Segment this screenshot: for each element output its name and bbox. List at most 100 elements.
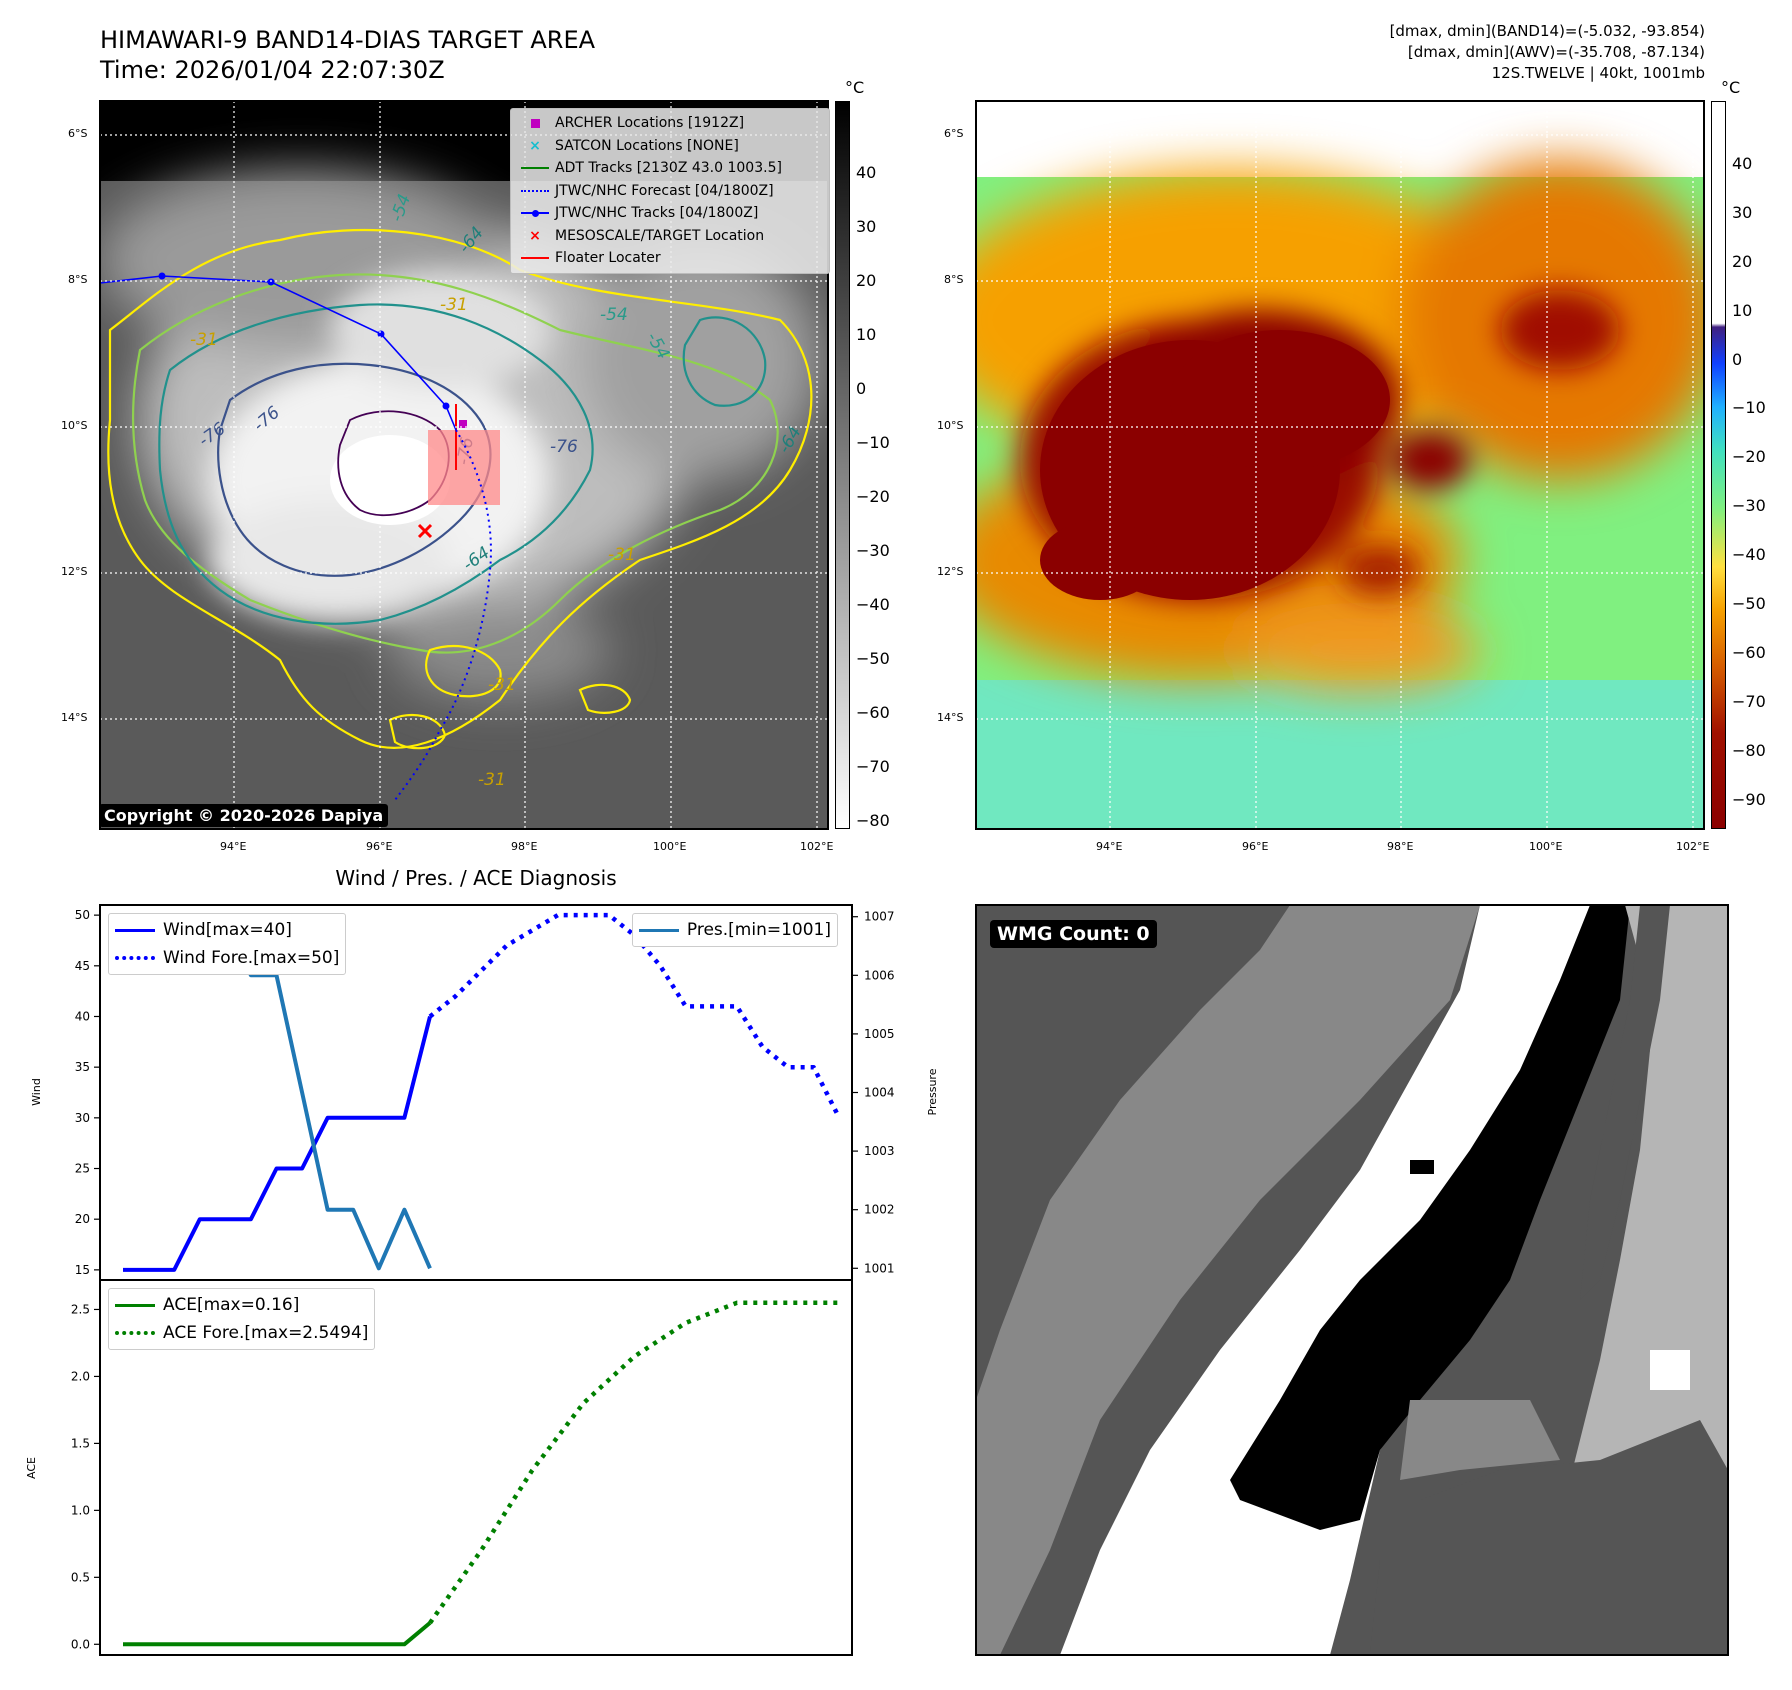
- colorbar-tick: −50: [856, 649, 890, 668]
- map-legend: ARCHER Locations [1912Z] × SATCON Locati…: [510, 108, 830, 274]
- series-line-ace: [123, 1621, 432, 1647]
- legend-wind-forecast: Wind Fore.[max=50]: [115, 944, 339, 972]
- colorbar-tick: −60: [856, 703, 890, 722]
- wind-legend: Wind[max=40] Wind Fore.[max=50]: [108, 913, 347, 975]
- lat-label: 10°S: [937, 419, 964, 432]
- lon-label: 94°E: [220, 840, 247, 853]
- ace-legend: ACE[max=0.16] ACE Fore.[max=2.5494]: [108, 1288, 376, 1350]
- colorbar-tick: 20: [1732, 251, 1753, 271]
- line-icon: [638, 928, 679, 932]
- lat-label: 14°S: [937, 711, 964, 724]
- x-marker-icon: ×: [529, 137, 541, 154]
- y-tick-label: 0.5: [71, 1570, 90, 1584]
- series-line-ace-fore: [428, 1300, 840, 1625]
- lon-label: 98°E: [1387, 840, 1414, 853]
- y-tick-label: 20: [75, 1212, 90, 1226]
- wind-axis-label: Wind: [30, 1078, 43, 1106]
- colorbar-tick: 0: [856, 379, 867, 398]
- contour-label: -64: [455, 223, 488, 257]
- y2-tick-label: 1001: [864, 1261, 895, 1275]
- colorbar-tick: −30: [1732, 496, 1766, 516]
- line-icon: [115, 1303, 155, 1307]
- colorbar-tick: −40: [856, 595, 890, 614]
- contour-label: -54: [387, 192, 415, 225]
- lon-label: 102°E: [1676, 840, 1710, 853]
- contour-label: -64: [459, 543, 493, 575]
- colorbar-tick: −70: [856, 757, 890, 776]
- colorbar-tick: 20: [856, 271, 877, 290]
- legend-adt: ADT Tracks [2130Z 43.0 1003.5]: [515, 157, 825, 180]
- lat-label: 12°S: [937, 565, 964, 578]
- colorbar-unit: °C: [845, 78, 865, 97]
- y-tick-label: 2.5: [71, 1302, 90, 1316]
- y2-tick-label: 1003: [864, 1144, 895, 1158]
- contour-label: -54: [600, 305, 628, 325]
- figure-title: HIMAWARI-9 BAND14-DIAS TARGET AREA: [100, 26, 596, 54]
- lat-label: 12°S: [61, 565, 88, 578]
- colorbar-tick: 10: [1732, 300, 1753, 320]
- figure-time: Time: 2026/01/04 22:07:30Z: [100, 56, 445, 84]
- y2-tick-label: 1005: [864, 1027, 895, 1041]
- colorbar-tick: −40: [1732, 545, 1766, 565]
- legend-floater: Floater Locater: [515, 247, 825, 270]
- lon-label: 100°E: [1529, 840, 1563, 853]
- legend-archer: ARCHER Locations [1912Z]: [515, 112, 825, 135]
- colorbar-tick: 30: [1732, 202, 1753, 222]
- colorbar-unit: °C: [1721, 78, 1741, 97]
- series-line-wind: [123, 1016, 432, 1272]
- lon-label: 96°E: [366, 840, 393, 853]
- colorbar-tick: 40: [856, 163, 877, 182]
- y-tick-label: 40: [75, 1009, 90, 1023]
- legend-jtwc-tracks: JTWC/NHC Tracks [04/1800Z]: [515, 202, 825, 225]
- y2-tick-label: 1006: [864, 968, 895, 982]
- lon-label: 98°E: [511, 840, 538, 853]
- y-tick-label: 1.0: [71, 1503, 90, 1517]
- colorbar-tick: −20: [856, 487, 890, 506]
- color-colorbar: [1711, 101, 1726, 829]
- y-tick-label: 35: [75, 1060, 90, 1074]
- contour-label: -31: [190, 330, 218, 350]
- legend-label: Pres.[min=1001]: [686, 920, 831, 940]
- y2-tick-label: 1007: [864, 910, 895, 924]
- line-icon: [115, 928, 155, 932]
- y-tick-label: 1.5: [71, 1436, 90, 1450]
- lon-label: 102°E: [800, 840, 834, 853]
- legend-label: Wind Fore.[max=50]: [163, 948, 340, 968]
- lat-label: 8°S: [944, 273, 964, 286]
- lat-label: 10°S: [61, 419, 88, 432]
- colorbar-tick: −30: [856, 541, 890, 560]
- legend-ace: ACE[max=0.16]: [115, 1291, 368, 1319]
- stats-awv: [dmax, dmin](AWV)=(-35.708, -87.134): [1407, 43, 1705, 61]
- y-tick-label: 45: [75, 959, 90, 973]
- stats-band14: [dmax, dmin](BAND14)=(-5.032, -93.854): [1389, 22, 1705, 40]
- gray-colorbar: [835, 101, 850, 829]
- y-tick-label: 50: [75, 908, 90, 922]
- colorbar-tick: 0: [1732, 349, 1743, 369]
- lat-label: 6°S: [68, 127, 88, 140]
- y-tick-label: 30: [75, 1111, 90, 1125]
- legend-label: JTWC/NHC Forecast [04/1800Z]: [555, 182, 774, 199]
- pressure-legend: Pres.[min=1001]: [631, 913, 838, 947]
- legend-label: ACE[max=0.16]: [163, 1295, 300, 1315]
- lon-label: 100°E: [653, 840, 687, 853]
- legend-label: ARCHER Locations [1912Z]: [555, 115, 745, 131]
- lat-label: 14°S: [61, 711, 88, 724]
- colorbar-tick: −20: [1732, 447, 1766, 467]
- colorbar-tick: −60: [1732, 642, 1766, 662]
- line-icon: [515, 257, 555, 260]
- lon-label: 94°E: [1096, 840, 1123, 853]
- colorbar-tick: −70: [1732, 691, 1766, 711]
- legend-wind: Wind[max=40]: [115, 916, 339, 944]
- y-tick-label: 2.0: [71, 1369, 90, 1383]
- x-marker-icon: ×: [529, 227, 541, 244]
- legend-label: Wind[max=40]: [163, 920, 292, 940]
- diagnosis-title: Wind / Pres. / ACE Diagnosis: [335, 866, 617, 890]
- colorbar-tick: 30: [856, 217, 877, 236]
- legend-label: SATCON Locations [NONE]: [555, 137, 739, 154]
- colorbar-tick: −80: [856, 811, 890, 830]
- contour-label: -31: [488, 675, 516, 695]
